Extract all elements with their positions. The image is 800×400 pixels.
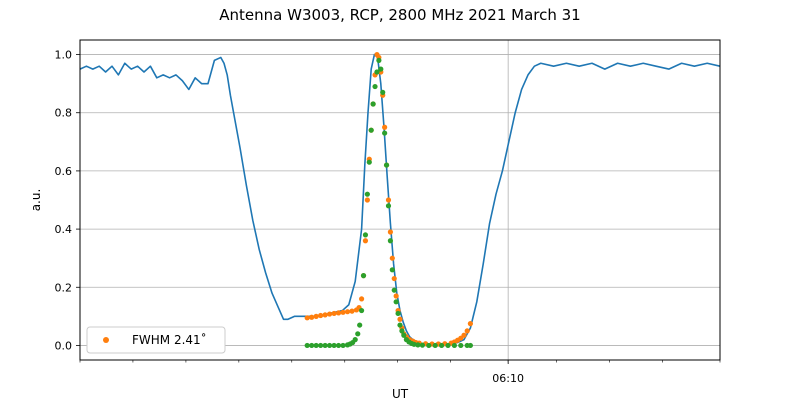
model-point	[376, 57, 382, 63]
fwhm-point	[340, 309, 346, 315]
model-point	[360, 273, 367, 279]
fwhm-point	[389, 255, 395, 261]
chart-title: Antenna W3003, RCP, 2800 MHz 2021 March …	[219, 6, 580, 24]
model-point	[309, 342, 315, 349]
model-point	[335, 342, 342, 349]
model-point	[395, 310, 401, 317]
model-point	[382, 130, 388, 136]
legend-label: FWHM 2.41˚	[132, 332, 207, 347]
model-point	[411, 341, 417, 347]
fwhm-point	[391, 275, 397, 282]
model-point	[439, 342, 445, 349]
model-point	[419, 342, 425, 348]
model-point	[451, 342, 457, 349]
fwhm-point	[382, 124, 388, 130]
model-point	[378, 66, 384, 72]
fwhm-point	[304, 315, 310, 321]
series-layer	[79, 51, 721, 349]
y-axis-label: a.u.	[29, 189, 43, 212]
fwhm-point	[362, 238, 369, 244]
model-point	[304, 342, 310, 349]
model-point	[318, 342, 324, 349]
plot-frame	[79, 39, 721, 361]
model-point	[432, 342, 438, 349]
series-line	[79, 53, 721, 347]
fwhm-point	[467, 321, 473, 327]
model-point	[372, 83, 378, 90]
fwhm-point	[318, 312, 324, 319]
model-point	[366, 159, 372, 165]
model-point	[368, 127, 374, 133]
y-tick-label: 0.2	[55, 281, 73, 294]
fwhm-point	[349, 308, 355, 314]
fwhm-point	[327, 311, 333, 317]
fwhm-point	[387, 229, 393, 235]
fwhm-point	[313, 313, 319, 319]
model-point	[399, 328, 405, 334]
model-point	[458, 342, 464, 349]
model-point	[389, 267, 395, 273]
model-point	[340, 342, 346, 349]
model-point	[331, 342, 337, 349]
model-point	[393, 299, 399, 305]
model-point	[359, 307, 365, 314]
model-point	[362, 232, 369, 238]
model-point	[364, 191, 370, 197]
fwhm-point	[397, 316, 403, 322]
x-tick-label: 06:10	[492, 372, 524, 385]
model-point	[387, 238, 393, 244]
model-point	[391, 287, 397, 293]
model-point	[355, 331, 361, 337]
model-point	[313, 342, 319, 349]
fwhm-point	[393, 293, 399, 299]
fwhm-point	[331, 310, 337, 317]
model-point	[370, 101, 376, 107]
model-point	[401, 332, 407, 338]
model-point	[426, 342, 432, 349]
y-tick-label: 0.0	[55, 339, 73, 352]
model-point	[357, 322, 363, 328]
model-point	[445, 342, 451, 349]
model-point	[322, 342, 328, 349]
model-point	[380, 89, 386, 95]
fwhm-point	[461, 332, 467, 338]
fwhm-point	[344, 309, 351, 315]
x-axis-label: UT	[392, 387, 409, 400]
y-tick-label: 0.4	[55, 223, 73, 236]
fwhm-point	[364, 197, 370, 203]
fwhm-point	[385, 197, 392, 203]
y-tick-label: 1.0	[55, 49, 73, 62]
legend-marker	[103, 337, 109, 343]
legend: FWHM 2.41˚	[86, 326, 226, 354]
model-point	[397, 322, 403, 328]
fwhm-point	[359, 296, 365, 302]
y-tick-label: 0.6	[55, 165, 73, 178]
y-tick-label: 0.8	[55, 107, 73, 120]
model-point	[383, 162, 390, 168]
fwhm-point	[309, 314, 315, 320]
grid	[80, 40, 720, 360]
fwhm-point	[322, 312, 328, 318]
fwhm-point	[464, 328, 470, 334]
legend-box	[86, 326, 226, 354]
fwhm-point	[335, 310, 342, 316]
model-point	[467, 342, 473, 349]
model-point	[327, 342, 333, 349]
model-point	[415, 342, 421, 348]
model-point	[374, 69, 380, 75]
model-point	[352, 337, 358, 343]
model-point	[385, 203, 392, 209]
axes: 0.0 0.2 0.4 0.6 0.8 1.0 06:10	[55, 49, 721, 385]
